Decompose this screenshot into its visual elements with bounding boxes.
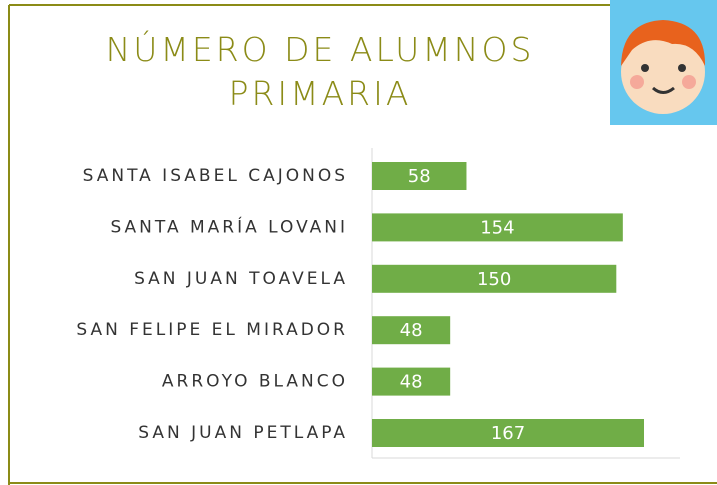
category-label: SANTA MARÍA LOVANI (110, 215, 348, 237)
chart-title: NÚMERO DE ALUMNOS PRIMARIA (105, 30, 535, 113)
value-label: 150 (477, 269, 511, 290)
value-label: 154 (480, 217, 514, 238)
category-label: SAN JUAN PETLAPA (138, 423, 348, 443)
value-label: 167 (491, 423, 525, 444)
value-label: 58 (408, 166, 431, 187)
bar (372, 162, 467, 190)
value-label: 48 (400, 320, 423, 341)
category-label: ARROYO BLANCO (162, 372, 348, 392)
category-label: SANTA ISABEL CAJONOS (83, 166, 348, 186)
bar (372, 367, 451, 396)
bar (372, 264, 617, 293)
bar (372, 213, 623, 242)
bar (372, 316, 451, 345)
bar (372, 419, 644, 447)
category-label: SAN FELIPE EL MIRADOR (76, 320, 348, 340)
value-label: 48 (400, 372, 423, 393)
category-label: SAN JUAN TOAVELA (134, 269, 348, 289)
kid-icon (610, 0, 717, 125)
